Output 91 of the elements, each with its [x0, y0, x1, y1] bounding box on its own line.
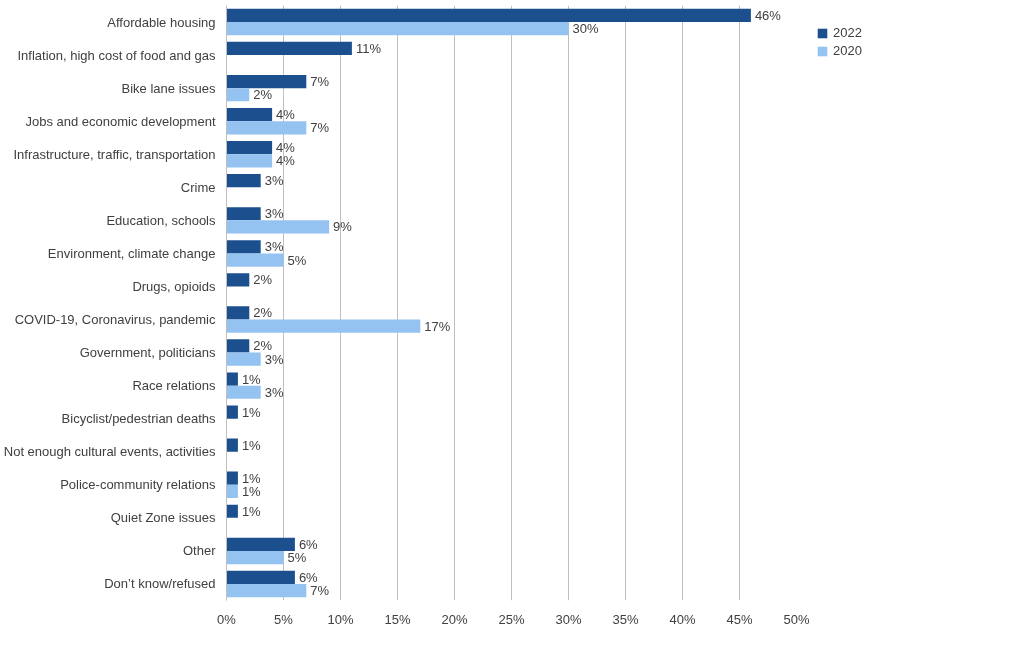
data-label: 3% [264, 239, 284, 255]
data-label: 4% [276, 153, 296, 169]
y-tick-label: Other [182, 543, 217, 559]
bar [226, 570, 295, 584]
y-tick-label: Education, schools [106, 212, 216, 228]
bar [226, 471, 238, 485]
x-tick-label: 50% [783, 611, 810, 627]
bar [226, 207, 261, 221]
bar [226, 107, 273, 122]
data-label: 1% [241, 470, 262, 486]
data-label: 2% [253, 87, 273, 103]
data-label: 7% [310, 583, 330, 599]
bar [226, 306, 250, 320]
x-tick-label: 20% [441, 611, 468, 627]
data-label: 7% [310, 120, 330, 136]
bar [226, 385, 261, 399]
data-label: 3% [264, 351, 284, 367]
y-tick-label: Government, politicians [79, 345, 216, 361]
x-tick-label: 15% [384, 611, 411, 627]
bar [226, 352, 261, 366]
x-tick-label: 10% [327, 611, 354, 627]
x-tick-label: 45% [726, 611, 753, 627]
y-tick-label: Crime [180, 179, 216, 195]
data-label: 2% [253, 338, 273, 354]
bar [226, 41, 352, 56]
data-label: 11% [355, 40, 382, 56]
x-tick-label: 30% [555, 611, 582, 627]
data-label: 3% [264, 384, 284, 400]
data-label: 30% [572, 21, 599, 37]
bar [226, 339, 250, 353]
y-tick-label: Not enough cultural events, activities [3, 444, 216, 460]
bar [226, 484, 238, 499]
data-label: 1% [241, 503, 262, 519]
data-label: 6% [298, 569, 319, 585]
bar [226, 74, 307, 89]
y-tick-label: Don’t know/refused [104, 576, 216, 592]
bar [226, 537, 295, 551]
bar [226, 273, 250, 287]
y-tick-label: Bike lane issues [121, 80, 216, 96]
y-tick-label: Infrastructure, traffic, transportation [13, 146, 216, 162]
x-tick-label: 25% [498, 611, 525, 627]
bar [226, 583, 307, 598]
y-tick-label: COVID-19, Coronavirus, pandemic [14, 312, 216, 328]
bar [226, 253, 284, 267]
y-tick-label: Quiet Zone issues [110, 510, 216, 526]
y-tick-label: Drugs, opioids [132, 278, 216, 294]
bar [226, 372, 238, 386]
bar [226, 240, 261, 254]
x-tick-label: 40% [669, 611, 696, 627]
bar [226, 174, 261, 188]
bar [226, 22, 569, 36]
bar [226, 154, 273, 168]
bar [226, 121, 307, 135]
data-label: 6% [298, 536, 319, 552]
y-tick-label: Jobs and economic development [25, 113, 216, 129]
y-tick-label: Inflation, high cost of food and gas [17, 47, 216, 63]
bar [226, 141, 273, 155]
y-tick-label: Affordable housing [107, 14, 216, 30]
bar [226, 319, 421, 333]
y-tick-label: Police-community relations [60, 477, 216, 493]
data-label: 2% [253, 272, 273, 288]
x-tick-label: 0% [217, 611, 237, 627]
legend-label: 2020 [833, 43, 862, 58]
bar [226, 405, 238, 419]
x-tick-label: 5% [274, 611, 294, 627]
data-label: 1% [241, 371, 262, 387]
bar [226, 88, 250, 102]
data-label: 46% [754, 7, 782, 23]
data-label: 9% [333, 219, 353, 235]
bar [226, 504, 238, 518]
data-label: 17% [424, 318, 451, 334]
y-tick-label: Race relations [132, 378, 216, 394]
data-label: 1% [241, 437, 262, 453]
bar [226, 8, 751, 23]
data-label: 1% [241, 483, 262, 499]
data-label: 3% [264, 206, 284, 222]
bar [226, 550, 284, 565]
legend-label: 2022 [833, 25, 862, 40]
y-tick-label: Environment, climate change [47, 245, 216, 261]
data-label: 4% [276, 107, 296, 123]
data-label: 2% [253, 305, 273, 321]
data-label: 3% [264, 173, 284, 189]
bar [226, 220, 330, 234]
bar [226, 438, 238, 452]
x-tick-label: 35% [612, 611, 639, 627]
data-label: 5% [287, 252, 307, 268]
data-label: 4% [276, 140, 296, 156]
data-label: 1% [241, 404, 262, 420]
data-label: 5% [287, 550, 307, 566]
y-tick-label: Bicyclist/pedestrian deaths [61, 411, 216, 427]
data-label: 7% [310, 74, 330, 90]
